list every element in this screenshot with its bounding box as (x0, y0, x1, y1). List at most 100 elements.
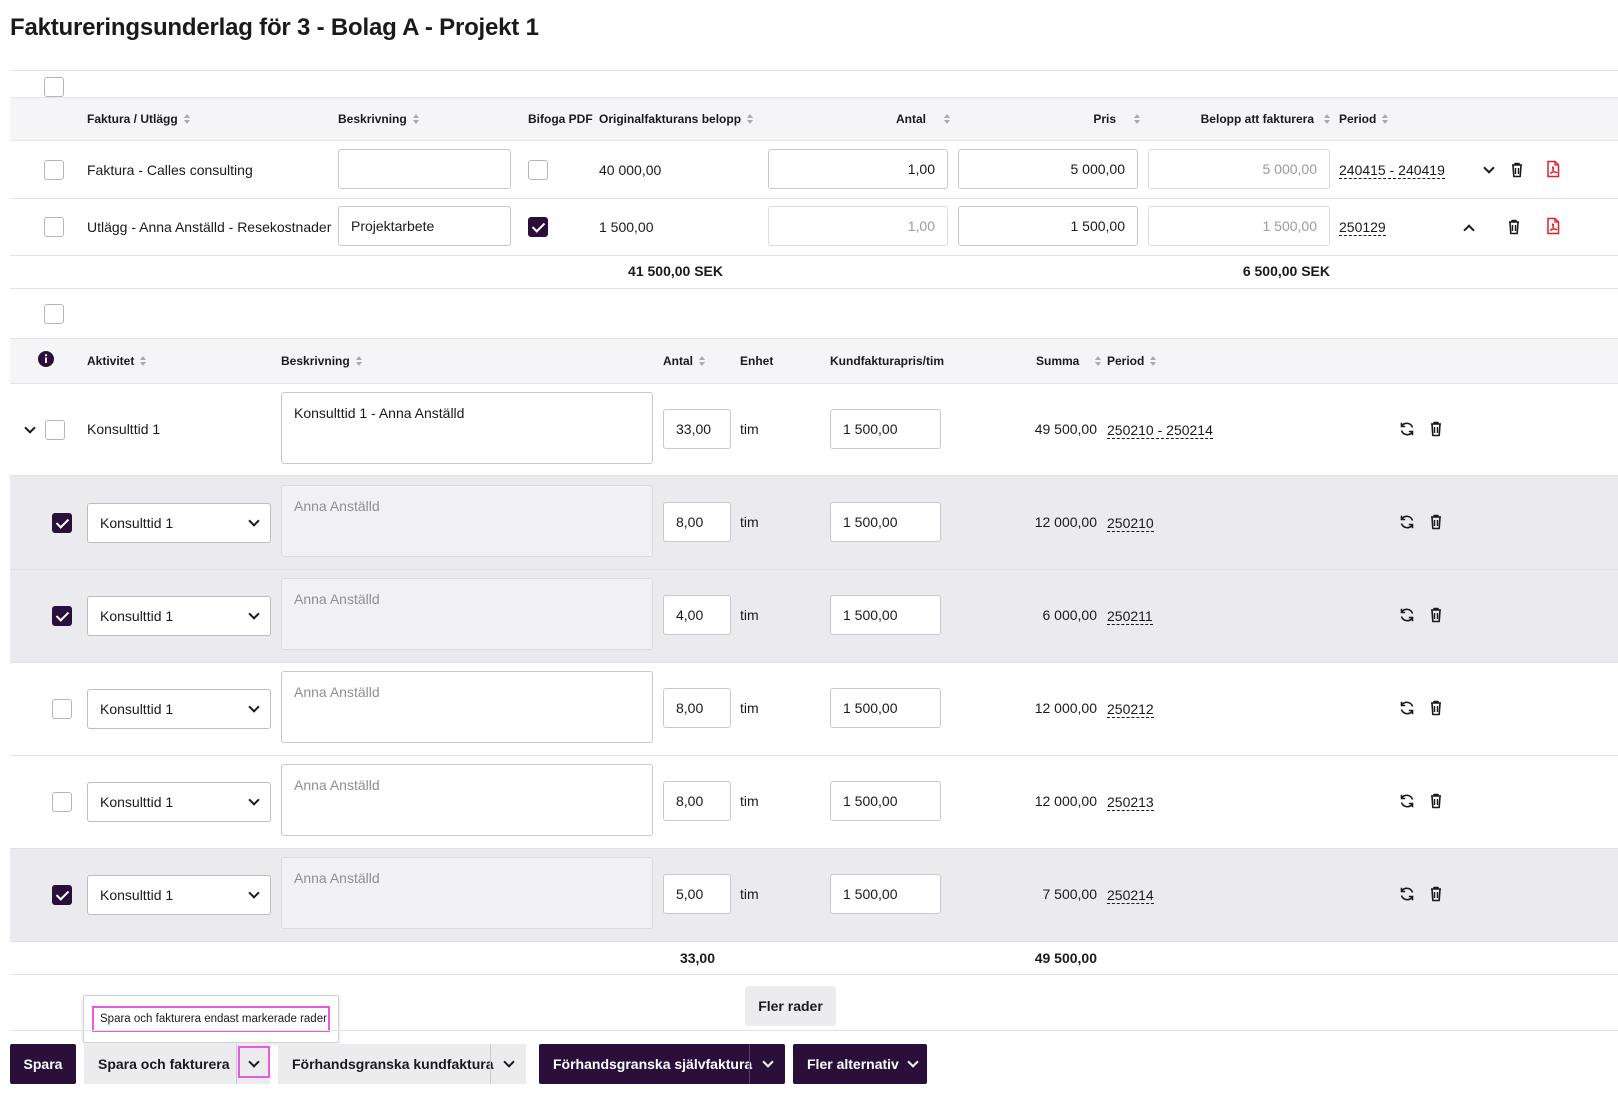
save-and-invoice-button[interactable]: Spara och fakturera (98, 1056, 230, 1072)
refresh-icon[interactable] (1397, 605, 1417, 625)
header-antal[interactable]: Antal (663, 352, 705, 370)
row-checkbox[interactable] (52, 606, 72, 626)
table-row (10, 848, 1618, 941)
price-input[interactable]: 1 500,00 (830, 409, 941, 449)
sort-icon[interactable] (1324, 114, 1330, 124)
sort-icon[interactable] (140, 356, 147, 366)
period-link[interactable]: 250213 (1107, 794, 1154, 811)
description-input[interactable] (338, 149, 511, 189)
description-textarea[interactable]: Konsulttid 1 - Anna Anställd (281, 392, 653, 464)
sort-icon[interactable] (944, 114, 950, 124)
header-belopp[interactable]: Belopp att fakturera (1150, 110, 1330, 128)
header-beskrivning[interactable]: Beskrivning (281, 352, 362, 370)
activity-select[interactable]: Konsulttid 1 (87, 875, 271, 915)
preview-self-invoice-button[interactable]: Förhandsgranska självfaktura (553, 1056, 753, 1072)
chevron-up-icon[interactable] (1459, 217, 1479, 237)
trash-icon[interactable] (1426, 884, 1446, 904)
refresh-icon[interactable] (1397, 698, 1417, 718)
save-button[interactable]: Spara (10, 1044, 76, 1084)
sort-icon[interactable] (1150, 356, 1157, 366)
header-faktura[interactable]: Faktura / Utlägg (87, 110, 190, 128)
more-options-button[interactable]: Fler alternativ (793, 1044, 927, 1084)
activity-select[interactable]: Konsulttid 1 (87, 689, 271, 729)
activity-select[interactable]: Konsulttid 1 (87, 503, 271, 543)
price-input[interactable]: 1 500,00 (830, 688, 941, 728)
period-link[interactable]: 250212 (1107, 701, 1154, 718)
header-beskrivning[interactable]: Beskrivning (338, 110, 419, 128)
header-aktivitet[interactable]: Aktivitet (87, 352, 147, 370)
chevron-down-icon[interactable] (1479, 160, 1499, 180)
period-link[interactable]: 250210 - 250214 (1107, 422, 1213, 439)
preview-self-invoice-dropdown[interactable] (749, 1044, 785, 1084)
price-input[interactable]: 1 500,00 (958, 206, 1138, 246)
refresh-icon[interactable] (1397, 884, 1417, 904)
period-link[interactable]: 250129 (1339, 219, 1386, 236)
row-checkbox[interactable] (44, 160, 64, 180)
sort-icon[interactable] (699, 356, 705, 366)
qty-input[interactable]: 8,00 (663, 502, 731, 542)
pdf-icon[interactable] (1543, 216, 1563, 236)
header-period[interactable]: Period (1339, 110, 1389, 128)
activities-header (10, 338, 1618, 384)
trash-icon[interactable] (1426, 698, 1446, 718)
description-textarea[interactable]: Anna Anställd (281, 764, 653, 836)
row-checkbox[interactable] (45, 420, 65, 440)
header-original[interactable]: Originalfakturans belopp (599, 110, 754, 128)
info-icon[interactable] (36, 349, 56, 369)
price-input[interactable]: 1 500,00 (830, 595, 941, 635)
qty-input[interactable]: 8,00 (663, 781, 731, 821)
save-and-invoice-dropdown[interactable] (236, 1044, 270, 1084)
sort-icon[interactable] (1382, 114, 1389, 124)
header-pris[interactable]: Pris (1050, 110, 1140, 128)
preview-customer-invoice-dropdown[interactable] (490, 1044, 526, 1084)
qty-input[interactable]: 1,00 (768, 149, 948, 189)
refresh-icon[interactable] (1397, 512, 1417, 532)
price-input[interactable]: 5 000,00 (958, 149, 1138, 189)
qty-input[interactable]: 33,00 (663, 409, 731, 449)
trash-icon[interactable] (1507, 160, 1527, 180)
pdf-icon[interactable] (1543, 159, 1563, 179)
sort-icon[interactable] (412, 114, 419, 124)
price-input[interactable]: 1 500,00 (830, 502, 941, 542)
activity-select[interactable]: Konsulttid 1 (87, 782, 271, 822)
trash-icon[interactable] (1426, 512, 1446, 532)
period-link[interactable]: 250211 (1107, 608, 1153, 625)
description-input[interactable]: Projektarbete (338, 206, 511, 246)
qty-input[interactable]: 8,00 (663, 688, 731, 728)
sort-icon[interactable] (1095, 356, 1102, 366)
price-input[interactable]: 1 500,00 (830, 781, 941, 821)
trash-icon[interactable] (1426, 605, 1446, 625)
price-input[interactable]: 1 500,00 (830, 874, 941, 914)
header-antal[interactable]: Antal (860, 110, 950, 128)
row-checkbox[interactable] (52, 699, 72, 719)
trash-icon[interactable] (1504, 217, 1524, 237)
select-all-activities-checkbox[interactable] (44, 304, 64, 324)
qty-input[interactable]: 4,00 (663, 595, 731, 635)
activity-select[interactable]: Konsulttid 1 (87, 596, 271, 636)
attach-pdf-checkbox[interactable] (528, 160, 548, 180)
row-checkbox[interactable] (52, 792, 72, 812)
trash-icon[interactable] (1426, 791, 1446, 811)
row-checkbox[interactable] (44, 217, 64, 237)
row-checkbox[interactable] (52, 885, 72, 905)
preview-customer-invoice-button[interactable]: Förhandsgranska kundfaktura (292, 1056, 494, 1072)
refresh-icon[interactable] (1397, 791, 1417, 811)
more-rows-button[interactable]: Fler rader (745, 986, 836, 1026)
qty-input[interactable]: 5,00 (663, 874, 731, 914)
description-textarea[interactable]: Anna Anställd (281, 671, 653, 743)
period-link[interactable]: 250210 (1107, 515, 1154, 532)
select-all-invoices-checkbox[interactable] (44, 77, 64, 97)
trash-icon[interactable] (1426, 419, 1446, 439)
sort-icon[interactable] (747, 114, 754, 124)
sort-icon[interactable] (183, 114, 190, 124)
sort-icon[interactable] (1134, 114, 1140, 124)
sort-icon[interactable] (355, 356, 362, 366)
refresh-icon[interactable] (1397, 419, 1417, 439)
period-link[interactable]: 250214 (1107, 887, 1154, 904)
period-link[interactable]: 240415 - 240419 (1339, 162, 1445, 179)
header-period[interactable]: Period (1107, 352, 1157, 370)
chevron-down-icon[interactable] (20, 420, 40, 440)
attach-pdf-checkbox[interactable] (528, 217, 548, 237)
row-checkbox[interactable] (52, 513, 72, 533)
header-summa[interactable]: Summa (1036, 352, 1102, 370)
